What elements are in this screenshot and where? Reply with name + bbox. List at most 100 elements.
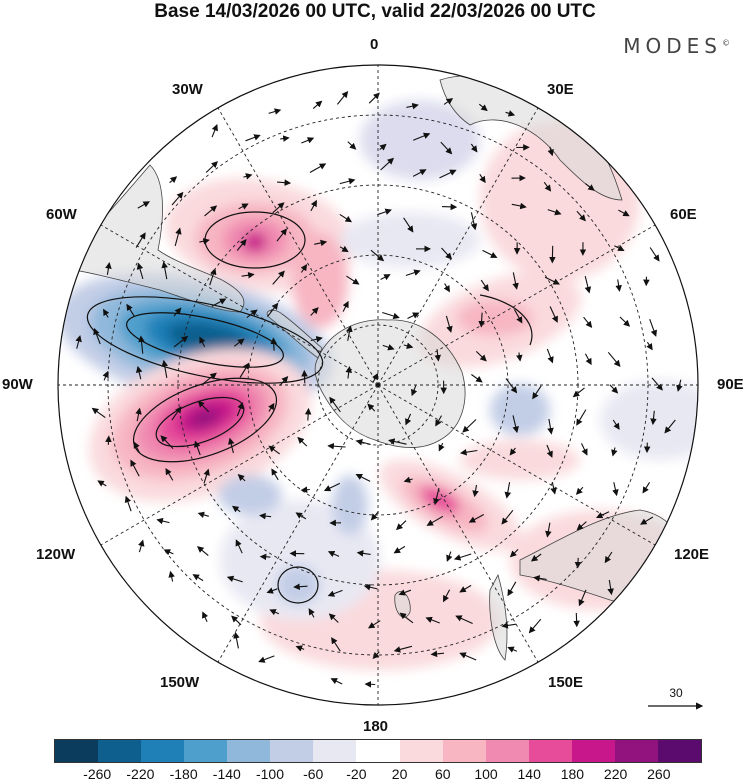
wind-arrow [226, 575, 243, 583]
wind-arrow [258, 655, 275, 663]
lon-label-150w: 150W [160, 674, 200, 691]
wind-arrow [199, 238, 210, 245]
wind-arrow [649, 319, 658, 337]
wind-arrow [572, 387, 585, 398]
wind-arrow [412, 169, 427, 177]
wind-arrow [549, 306, 558, 323]
wind-arrow [355, 474, 371, 482]
lon-label-30e: 30E [547, 81, 574, 98]
wind-arrow [339, 213, 353, 223]
wind-arrow [138, 335, 145, 354]
wind-arrow [301, 369, 308, 384]
wind-arrow [438, 442, 445, 452]
wind-arrow [356, 550, 371, 557]
wind-arrow [196, 546, 209, 557]
wind-arrow [501, 622, 517, 629]
wind-arrow [512, 415, 519, 434]
wind-arrow [543, 181, 552, 192]
wind-arrow [266, 587, 278, 594]
wind-arrow [546, 348, 554, 364]
colorbar-tick-label: 140 [517, 766, 541, 782]
wind-arrow [446, 551, 453, 562]
wind-arrow [328, 613, 339, 623]
wind-arrow [268, 108, 282, 115]
wind-arrow [382, 311, 400, 320]
wind-arrow [479, 173, 486, 184]
wind-arrow [235, 539, 243, 554]
wind-arrow [232, 505, 241, 513]
wind-arrow [268, 402, 275, 412]
wind-arrow [576, 409, 587, 426]
wind-arrow [611, 447, 618, 457]
wind-arrow [612, 419, 620, 430]
wind-arrow [197, 400, 210, 413]
colorbar-tick-label: -100 [255, 766, 285, 782]
wind-arrow [197, 511, 209, 519]
wind-arrow [339, 178, 356, 185]
meridian-line [377, 224, 656, 386]
wind-arrow [323, 482, 341, 492]
wind-arrow [478, 312, 485, 328]
wind-arrow [607, 351, 621, 367]
wind-arrow [664, 419, 676, 434]
reference-vector-label: 30 [669, 686, 683, 700]
wind-arrow [203, 468, 210, 484]
wind-arrow [367, 403, 376, 412]
wind-arrow [547, 146, 554, 157]
wind-arrow [173, 335, 189, 348]
wind-arrow [241, 271, 255, 279]
colorbar-swatch [98, 740, 142, 762]
wind-arrow [243, 173, 253, 180]
wind-arrow [133, 441, 140, 454]
wind-arrow [453, 553, 472, 561]
wind-arrow [163, 549, 174, 556]
lon-label-90e: 90E [717, 376, 744, 393]
wind-arrow [547, 209, 562, 216]
wind-arrow [174, 227, 182, 247]
colorbar-tick-label: -60 [303, 766, 324, 782]
wind-arrow [327, 442, 346, 450]
wind-arrow [327, 589, 343, 597]
colorbar-swatch [184, 740, 228, 762]
wind-arrow [169, 176, 178, 184]
wind-arrow [507, 646, 518, 653]
wind-arrow [435, 415, 442, 427]
wind-arrow [135, 407, 142, 422]
wind-arrow [398, 589, 412, 596]
wind-arrow [246, 309, 258, 319]
wind-arrow [295, 512, 307, 520]
wind-arrow [277, 179, 292, 186]
wind-arrow [583, 316, 593, 328]
wind-arrow [462, 419, 477, 433]
wind-arrow [136, 262, 144, 280]
colorbar [54, 739, 702, 763]
wind-arrow [364, 680, 376, 688]
wind-arrow [372, 372, 379, 384]
wind-arrow [619, 316, 631, 327]
wind-arrow [403, 342, 414, 350]
wind-arrow [403, 476, 413, 483]
wind-arrow [124, 495, 132, 512]
wind-arrow [267, 302, 279, 317]
wind-arrow [471, 374, 483, 383]
colorbar-swatch [227, 740, 271, 762]
wind-arrow [168, 570, 175, 582]
wind-arrow [584, 353, 592, 366]
wind-arrow [300, 486, 310, 494]
colorbar-tick-label: -260 [83, 766, 112, 782]
wind-arrow [482, 249, 498, 258]
wind-arrow [271, 468, 279, 481]
wind-arrow [339, 245, 349, 253]
wind-arrow [192, 574, 204, 582]
meridian-line [377, 107, 539, 386]
wind-arrow [403, 217, 414, 233]
wind-arrow [426, 515, 444, 526]
wind-arrow [345, 366, 353, 379]
lon-label-60e: 60E [670, 206, 697, 223]
wind-arrow [372, 651, 380, 660]
meridian-line [217, 107, 379, 386]
wind-arrow [342, 300, 349, 312]
wind-arrow [138, 539, 145, 553]
wind-arrow [297, 436, 308, 447]
